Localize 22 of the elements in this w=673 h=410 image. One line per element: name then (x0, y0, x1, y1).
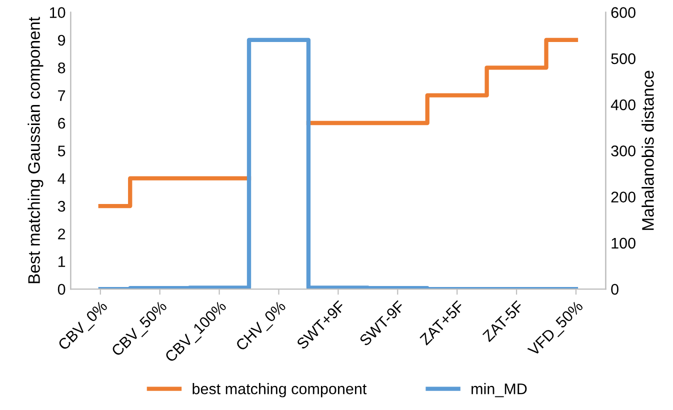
y-tick-label: 4 (58, 173, 66, 184)
y2-tick-label: 600 (611, 7, 636, 18)
y-tick-label: 10 (50, 7, 66, 18)
legend-label: best matching component (192, 383, 367, 398)
y2-tick-label: 500 (611, 53, 636, 64)
y2-axis-title: Mahalanobis distance (642, 70, 654, 230)
y-tick-label: 6 (58, 118, 66, 129)
y-tick-label: 5 (58, 146, 66, 156)
legend-label: min_MD (472, 383, 527, 398)
y-tick-label: 7 (58, 90, 66, 101)
y-tick-label: 1 (58, 256, 66, 267)
y-tick-label: 9 (58, 34, 66, 46)
y-axis-title: Best matching Gaussian component (28, 16, 44, 284)
y-tick-label: 8 (58, 62, 66, 74)
y-tick-label: 2 (58, 228, 66, 240)
y2-tick-label: 100 (612, 238, 636, 249)
y2-tick-label: 200 (611, 192, 636, 202)
y2-tick-label: 400 (610, 99, 636, 110)
y2-tick-label: 300 (611, 146, 636, 156)
y2-tick-label: 0 (611, 284, 618, 295)
y-tick-label: 3 (58, 200, 66, 212)
y-tick-label: 0 (58, 284, 66, 295)
